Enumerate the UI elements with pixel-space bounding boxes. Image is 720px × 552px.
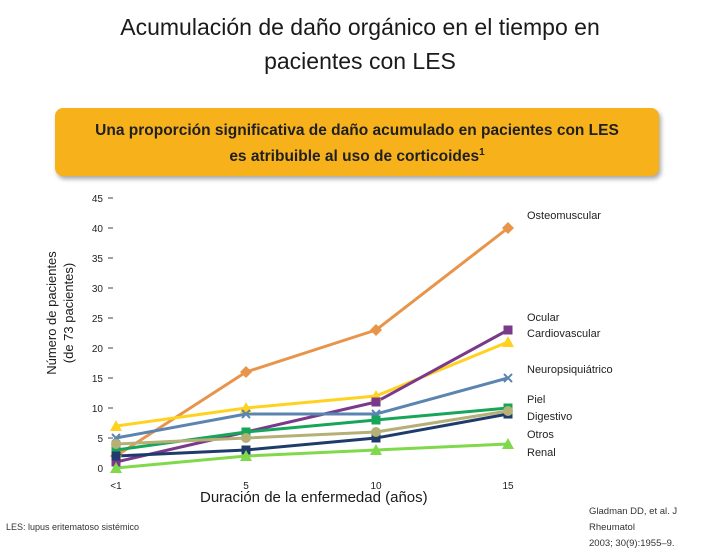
data-point-diamond <box>240 366 252 378</box>
y-tick-label: 0 <box>97 464 103 475</box>
banner-text: Una proporción significativa de daño acu… <box>55 108 659 168</box>
data-point-square <box>241 427 251 437</box>
series-line <box>115 412 509 458</box>
series-line <box>115 226 509 458</box>
data-point-triangle <box>240 450 252 461</box>
y-tick-label: 40 <box>92 224 104 235</box>
data-point-square <box>111 451 121 461</box>
series-line <box>115 340 509 428</box>
data-point-circle <box>371 427 381 437</box>
data-point-square <box>371 415 381 425</box>
line-chart: 0 5 10 15 20 25 30 35 40 45 <1 5 10 15 Osteomuscular Oc… <box>92 194 613 492</box>
y-tick-label: 5 <box>97 434 103 445</box>
data-point-triangle <box>110 462 122 473</box>
data-point-diamond <box>370 324 382 336</box>
series-line <box>115 376 509 440</box>
banner-footnote-mark: 1 <box>479 147 485 158</box>
banner-line-2: es atribuible al uso de corticoides <box>229 148 480 166</box>
reference-line-2: 2003; 30(9):1955–9. <box>589 538 675 549</box>
data-point-square <box>371 397 381 407</box>
data-point-square <box>111 445 121 455</box>
series-line <box>115 442 509 470</box>
y-tick-label: 35 <box>92 254 104 265</box>
banner-line-1: Una proporción significativa de daño acu… <box>95 122 619 139</box>
y-tick-label: 15 <box>92 374 104 385</box>
data-point-circle <box>111 439 121 449</box>
data-point-circle <box>503 406 513 416</box>
data-point-triangle <box>370 444 382 455</box>
data-point-x <box>503 373 513 383</box>
data-point-circle <box>241 433 251 443</box>
series-label: Renal <box>527 447 556 459</box>
title-line-1: Acumulación de daño orgánico en el tiemp… <box>120 14 600 40</box>
callout-banner: Una proporción significativa de daño acu… <box>55 108 659 176</box>
abbreviation-note: LES: lupus eritematoso sistémico <box>6 522 140 532</box>
title-line-2: pacientes con LES <box>264 48 456 74</box>
series-label: Ocular <box>527 312 560 324</box>
slide-title: Acumulación de daño orgánico en el tiemp… <box>40 10 680 78</box>
series-label: Otros <box>527 429 554 441</box>
x-tick-label: 5 <box>243 481 249 492</box>
y-tick-label: 45 <box>92 194 104 205</box>
reference: Gladman DD, et al. J Rheumatol 2003; 30(… <box>589 504 717 552</box>
data-point-square <box>503 325 513 335</box>
x-tick-label: 10 <box>370 481 382 492</box>
data-point-triangle <box>110 420 122 431</box>
data-point-square <box>371 433 381 443</box>
series-line <box>115 328 509 464</box>
x-tick-label: <1 <box>110 481 122 492</box>
data-point-triangle <box>502 336 514 347</box>
y-tick-label: 30 <box>92 284 104 295</box>
data-point-x <box>241 409 251 419</box>
series-label: Piel <box>527 394 545 406</box>
series-label: Osteomuscular <box>527 210 601 222</box>
y-tick-label: 10 <box>92 404 104 415</box>
data-point-triangle <box>502 438 514 449</box>
series-label: Digestivo <box>527 411 572 423</box>
series-line <box>115 409 509 446</box>
y-tick-label: 25 <box>92 314 104 325</box>
x-axis-label: Duración de la enfermedad (años) <box>200 489 428 506</box>
series-label: Cardiovascular <box>527 328 601 340</box>
series-label: Neuropsiquiátrico <box>527 364 613 376</box>
data-point-diamond <box>502 222 514 234</box>
y-tick-label: 20 <box>92 344 104 355</box>
x-tick-label: 15 <box>502 481 514 492</box>
reference-line-1: Gladman DD, et al. J Rheumatol <box>589 506 678 533</box>
